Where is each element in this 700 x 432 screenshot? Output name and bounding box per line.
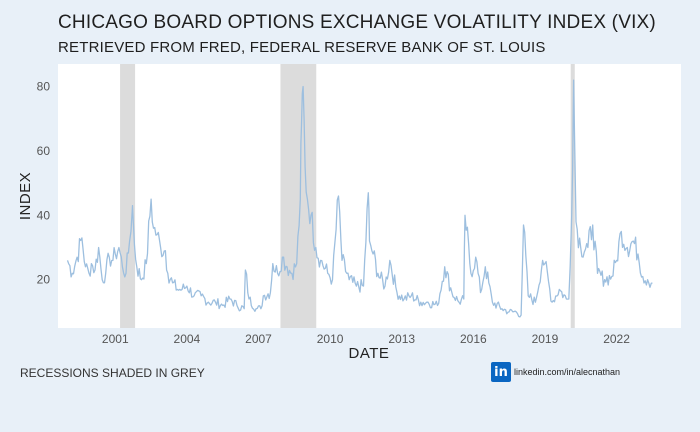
- recession-band-3: [570, 64, 575, 328]
- y-tick-label: 80: [37, 80, 51, 94]
- x-tick-label: 2004: [174, 332, 201, 346]
- x-tick-label: 2022: [603, 332, 630, 346]
- linkedin-credit[interactable]: in linkedin.com/in/alecnathan: [491, 362, 620, 382]
- recession-note: RECESSIONS SHADED IN GREY: [20, 366, 205, 380]
- linkedin-icon: in: [491, 362, 511, 382]
- series-line-vix: [66, 79, 653, 318]
- y-axis-title: INDEX: [17, 172, 34, 220]
- recession-bands: [120, 64, 575, 328]
- x-tick-label: 2019: [532, 332, 559, 346]
- y-tick-label: 60: [37, 144, 51, 158]
- x-tick-label: 2010: [317, 332, 344, 346]
- x-tick-label: 2013: [388, 332, 415, 346]
- y-tick-label: 20: [37, 273, 51, 287]
- x-axis-ticks: 2001 2004 2007 2010 2013 2016 2019 2022: [102, 332, 630, 346]
- series-lines: [66, 79, 653, 318]
- y-tick-label: 40: [37, 208, 51, 222]
- linkedin-url[interactable]: linkedin.com/in/alecnathan: [514, 367, 621, 377]
- x-tick-label: 2007: [245, 332, 272, 346]
- chart-subtitle: RETRIEVED FROM FRED, FEDERAL RESERVE BAN…: [58, 39, 546, 56]
- plot-area: [58, 64, 681, 328]
- recession-band-1: [120, 64, 136, 328]
- x-tick-label: 2016: [460, 332, 487, 346]
- x-axis-title: DATE: [349, 345, 390, 362]
- recession-band-2: [280, 64, 317, 328]
- y-axis-ticks: 20 40 60 80: [37, 80, 51, 287]
- chart-title: CHICAGO BOARD OPTIONS EXCHANGE VOLATILIT…: [58, 12, 656, 33]
- x-tick-label: 2001: [102, 332, 129, 346]
